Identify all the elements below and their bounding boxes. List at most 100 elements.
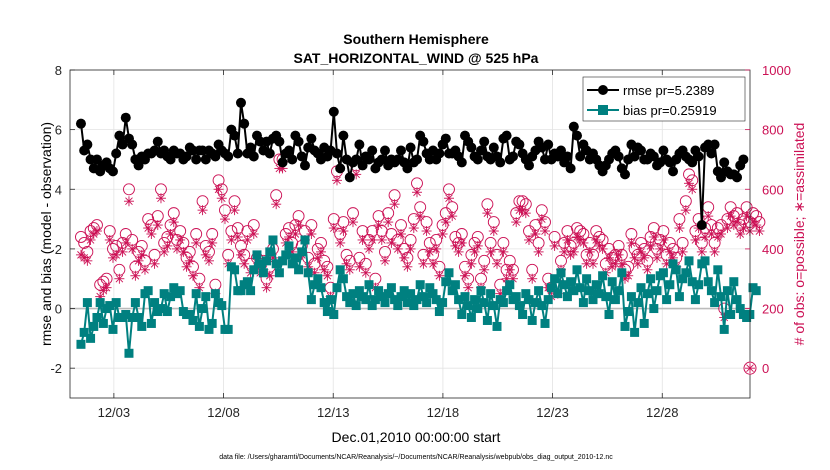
rmse-point — [277, 157, 288, 168]
obs-assimilated-point — [146, 229, 157, 239]
obs-assimilated-point — [418, 258, 429, 269]
obs-assimilated-point — [415, 211, 426, 222]
obs-assimilated-point — [344, 264, 355, 275]
bias-point — [422, 298, 432, 308]
obs-assimilated-point — [191, 237, 202, 248]
bias-point — [342, 292, 352, 302]
bias-point — [530, 298, 540, 308]
obs-star-stroke — [585, 248, 594, 256]
obs-star-stroke — [416, 212, 425, 220]
obs-star-stroke — [163, 242, 172, 250]
obs-star-stroke — [435, 271, 444, 280]
bias-point — [210, 289, 220, 299]
obs-star-stroke — [710, 248, 719, 256]
obs-star-stroke — [659, 236, 668, 244]
rmse-point — [283, 145, 294, 156]
rmse-point — [165, 154, 176, 165]
bias-point — [658, 268, 668, 278]
bias-point — [604, 310, 614, 320]
obs-star-stroke — [125, 197, 133, 206]
rmse-point — [620, 169, 631, 180]
obs-star-stroke — [403, 262, 412, 271]
obs-possible-point — [75, 231, 87, 243]
bias-point — [610, 295, 620, 305]
obs-assimilated-point — [655, 243, 666, 254]
y2-tick-label: 800 — [762, 123, 784, 138]
obs-assimilated-point — [738, 223, 749, 234]
obs-possible-point — [78, 236, 91, 249]
obs-star-stroke — [230, 206, 239, 214]
bias-point — [249, 265, 259, 275]
obs-assimilated-point — [511, 217, 522, 228]
bias-point — [380, 298, 390, 308]
bias-point — [89, 321, 99, 331]
bias-point — [374, 286, 384, 296]
obs-assimilated-point — [616, 258, 627, 269]
obs-assimilated-point — [354, 261, 365, 272]
obs-assimilated-point — [312, 252, 323, 263]
bias-point — [674, 292, 684, 302]
bias-point — [338, 274, 348, 284]
obs-star-stroke — [480, 265, 489, 274]
bias-point — [534, 286, 544, 296]
obs-assimilated-point — [604, 252, 615, 263]
rmse-point — [629, 151, 640, 162]
obs-assimilated-point — [232, 231, 243, 242]
rmse-point — [91, 154, 102, 165]
plot-frame — [69, 69, 751, 399]
obs-star-stroke — [323, 271, 332, 280]
x-tick-label: 12/08 — [207, 405, 240, 420]
obs-assimilated-point — [498, 246, 509, 257]
obs-assimilated-point — [328, 223, 339, 234]
obs-assimilated-point — [162, 240, 173, 251]
rmse-point — [508, 151, 519, 162]
obs-assimilated-point — [229, 205, 240, 216]
obs-star-stroke — [237, 251, 245, 259]
obs-star-stroke — [701, 233, 709, 241]
bias-point — [258, 268, 268, 278]
bias-point — [383, 289, 393, 299]
bias-point — [588, 295, 598, 305]
bias-point — [614, 286, 624, 296]
obs-star-stroke — [493, 259, 501, 268]
rmse-point — [556, 145, 567, 156]
obs-star-stroke — [464, 283, 473, 292]
bias-point — [511, 292, 521, 302]
obs-assimilated-point — [482, 208, 493, 219]
obs-assimilated-point — [239, 258, 250, 269]
y2-tick-label: 1000 — [762, 63, 791, 78]
obs-star-stroke — [272, 200, 281, 209]
rmse-point — [440, 133, 451, 144]
bias-point — [393, 301, 403, 311]
obs-assimilated-point — [235, 249, 246, 260]
bias-point — [636, 283, 646, 293]
rmse-point — [514, 139, 525, 150]
rmse-point — [706, 148, 717, 159]
bias-point — [601, 292, 611, 302]
bias-point — [95, 298, 105, 308]
obs-assimilated-point — [687, 184, 698, 195]
bias-point — [617, 268, 627, 278]
legend-bias-marker — [598, 105, 608, 115]
bias-point — [204, 324, 214, 334]
bias-point — [642, 289, 652, 299]
obs-star-stroke — [173, 245, 181, 253]
obs-assimilated-point — [453, 246, 464, 257]
obs-star-stroke — [755, 227, 764, 235]
obs-assimilated-point — [690, 234, 701, 245]
rmse-point — [274, 136, 285, 147]
bias-point — [751, 286, 761, 296]
obs-star-stroke — [422, 227, 431, 235]
obs-star-stroke — [448, 212, 457, 220]
obs-star-stroke — [320, 265, 329, 274]
obs-star-stroke — [736, 230, 745, 238]
bias-point — [194, 321, 204, 331]
obs-star-stroke — [291, 230, 300, 238]
obs-assimilated-point — [357, 234, 368, 245]
obs-star-stroke — [361, 268, 370, 277]
obs-star-stroke — [205, 257, 213, 265]
bias-point — [367, 301, 377, 311]
obs-star-stroke — [592, 236, 601, 244]
obs-star-stroke — [579, 239, 588, 247]
